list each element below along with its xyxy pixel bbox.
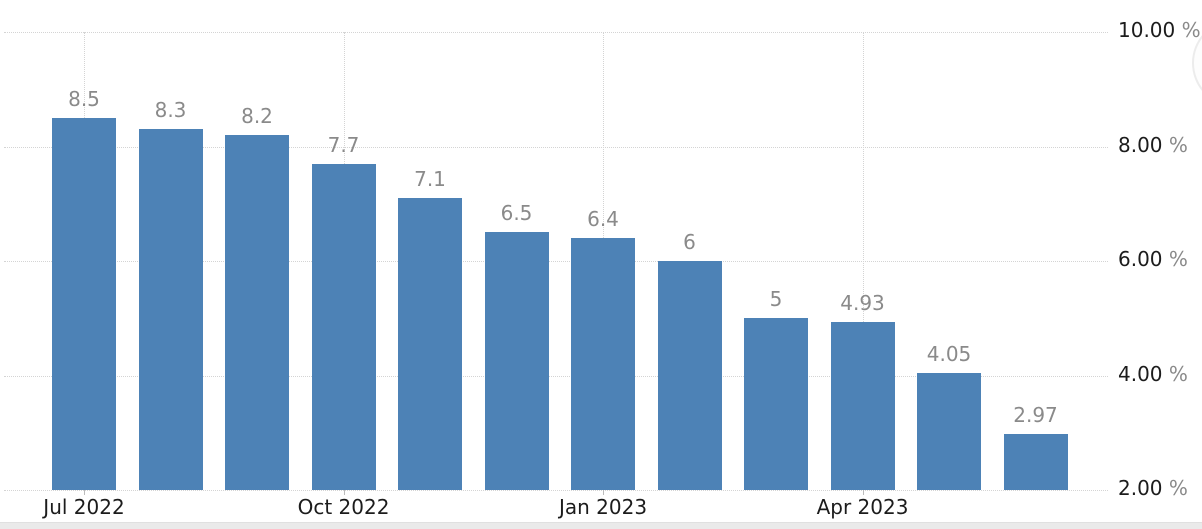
bar-value-label: 6.4: [587, 207, 619, 232]
y-tick-unit: %: [1162, 132, 1188, 157]
y-axis-tick-label: 2.00 %: [1118, 476, 1188, 500]
data-bar[interactable]: [398, 198, 462, 490]
bar-value-label: 4.05: [926, 341, 972, 366]
bar-value-label: 6: [683, 230, 696, 254]
bar-value-label: 6.5: [500, 201, 533, 226]
y-axis-tick-label: 6.00 %: [1118, 247, 1188, 271]
x-axis-tick: [862, 490, 864, 495]
y-tick-unit: %: [1162, 361, 1188, 386]
y-gridline: [4, 375, 1108, 377]
y-gridline: [4, 490, 1108, 491]
data-bar[interactable]: [1003, 434, 1068, 490]
y-gridline: [4, 32, 1108, 33]
data-bar[interactable]: [571, 238, 635, 490]
x-axis-tick: [84, 490, 85, 495]
x-axis-tick: [603, 490, 604, 495]
y-tick-value: 4.00: [1118, 361, 1163, 386]
x-axis-tick-label: Apr 2023: [816, 495, 909, 519]
x-axis-tick: [343, 490, 345, 495]
y-tick-unit: %: [1162, 247, 1188, 272]
x-axis-tick-label: Oct 2022: [297, 495, 390, 519]
data-bar[interactable]: [830, 322, 895, 490]
data-bar[interactable]: [917, 372, 981, 490]
data-bar[interactable]: [484, 232, 549, 490]
y-axis-tick-label: 8.00 %: [1118, 133, 1188, 157]
bar-value-label: 5: [769, 287, 783, 312]
data-bar[interactable]: [52, 117, 116, 490]
x-gridline: [862, 32, 864, 490]
bar-value-label: 7.1: [414, 167, 446, 192]
y-gridline: [4, 261, 1108, 262]
y-tick-unit: %: [1175, 18, 1201, 43]
bar-value-label: 4.93: [840, 291, 885, 316]
y-tick-value: 2.00: [1118, 476, 1163, 501]
data-bar[interactable]: [744, 318, 808, 490]
y-tick-value: 10.00: [1118, 18, 1176, 43]
bar-value-label: 8.3: [154, 98, 187, 123]
data-bar[interactable]: [311, 163, 376, 490]
data-bar[interactable]: [225, 135, 289, 490]
y-axis-tick-label: 10.00 %: [1118, 18, 1201, 42]
data-bar[interactable]: [657, 261, 722, 490]
bar-value-label: 8.2: [241, 104, 273, 129]
y-tick-value: 6.00: [1118, 247, 1163, 272]
y-axis-tick-label: 4.00 %: [1118, 362, 1188, 386]
bar-value-label: 2.97: [1013, 403, 1058, 428]
bar-value-label: 7.7: [327, 132, 360, 157]
data-bar[interactable]: [138, 129, 203, 490]
y-gridline: [4, 146, 1108, 148]
x-axis-tick-label: Jul 2022: [43, 495, 125, 519]
bottom-divider-strip: [0, 522, 1202, 529]
y-tick-unit: %: [1162, 476, 1188, 501]
x-axis-tick-label: Jan 2023: [558, 495, 648, 519]
y-tick-value: 8.00: [1118, 132, 1163, 157]
bar-value-label: 8.5: [68, 86, 100, 111]
